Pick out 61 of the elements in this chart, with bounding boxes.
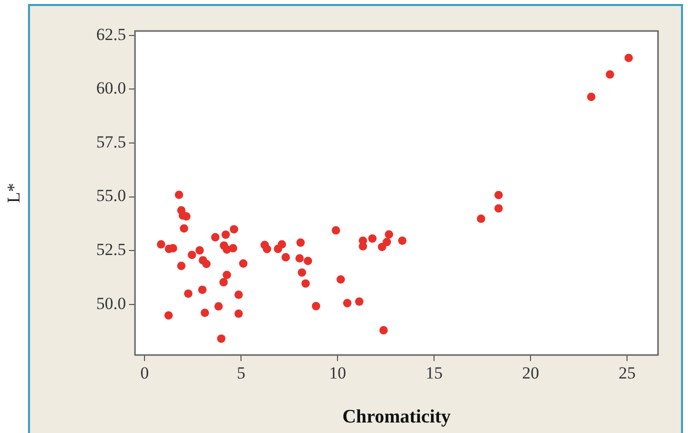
point — [234, 290, 243, 299]
point — [262, 244, 272, 254]
point — [211, 233, 220, 242]
point — [222, 270, 232, 280]
point — [214, 302, 223, 311]
point — [332, 226, 340, 235]
point — [312, 302, 320, 310]
point — [200, 308, 210, 318]
y-tick-label: 52.5 — [96, 240, 126, 260]
point — [343, 298, 352, 308]
y-tick-label: 60.0 — [96, 78, 126, 98]
point — [195, 246, 204, 255]
point — [278, 240, 286, 249]
point — [222, 230, 230, 239]
point — [494, 190, 503, 200]
point — [230, 225, 238, 234]
x-tick-label: 20 — [522, 364, 540, 383]
point — [304, 256, 312, 266]
point — [180, 224, 188, 233]
point — [398, 236, 406, 245]
point — [282, 253, 290, 262]
point — [228, 244, 238, 252]
point — [358, 242, 368, 250]
point — [379, 326, 388, 334]
point — [188, 250, 196, 260]
x-tick-label: 15 — [426, 364, 443, 383]
point — [384, 230, 394, 239]
point — [219, 278, 228, 286]
y-tick-label: 50.0 — [96, 294, 126, 313]
point — [234, 309, 243, 318]
point — [494, 204, 503, 213]
point — [295, 254, 304, 263]
point — [202, 260, 211, 268]
point — [177, 262, 186, 270]
point — [624, 54, 633, 62]
point — [239, 259, 248, 268]
x-tick-label: 10 — [329, 364, 346, 383]
point — [355, 297, 364, 306]
point — [476, 214, 486, 223]
y-tick-label: 55.0 — [96, 186, 126, 206]
x-tick-label: 5 — [236, 364, 246, 383]
point — [298, 268, 306, 277]
point — [301, 279, 310, 288]
point — [336, 275, 345, 284]
y-axis-title: L* — [4, 183, 24, 203]
point — [606, 70, 614, 79]
x-tick-label: 25 — [618, 364, 636, 383]
point — [368, 234, 377, 243]
point — [156, 240, 166, 249]
point — [198, 286, 207, 294]
point — [382, 238, 392, 246]
point — [184, 289, 192, 298]
y-tick-label: 57.5 — [96, 132, 126, 152]
x-axis-title: Chromaticity — [342, 406, 452, 428]
y-tick-label: 62.5 — [96, 24, 126, 44]
point — [174, 190, 184, 200]
x-tick-label: 0 — [140, 364, 149, 383]
point — [296, 238, 305, 247]
point — [587, 92, 596, 102]
point — [217, 334, 226, 343]
point — [164, 311, 173, 320]
